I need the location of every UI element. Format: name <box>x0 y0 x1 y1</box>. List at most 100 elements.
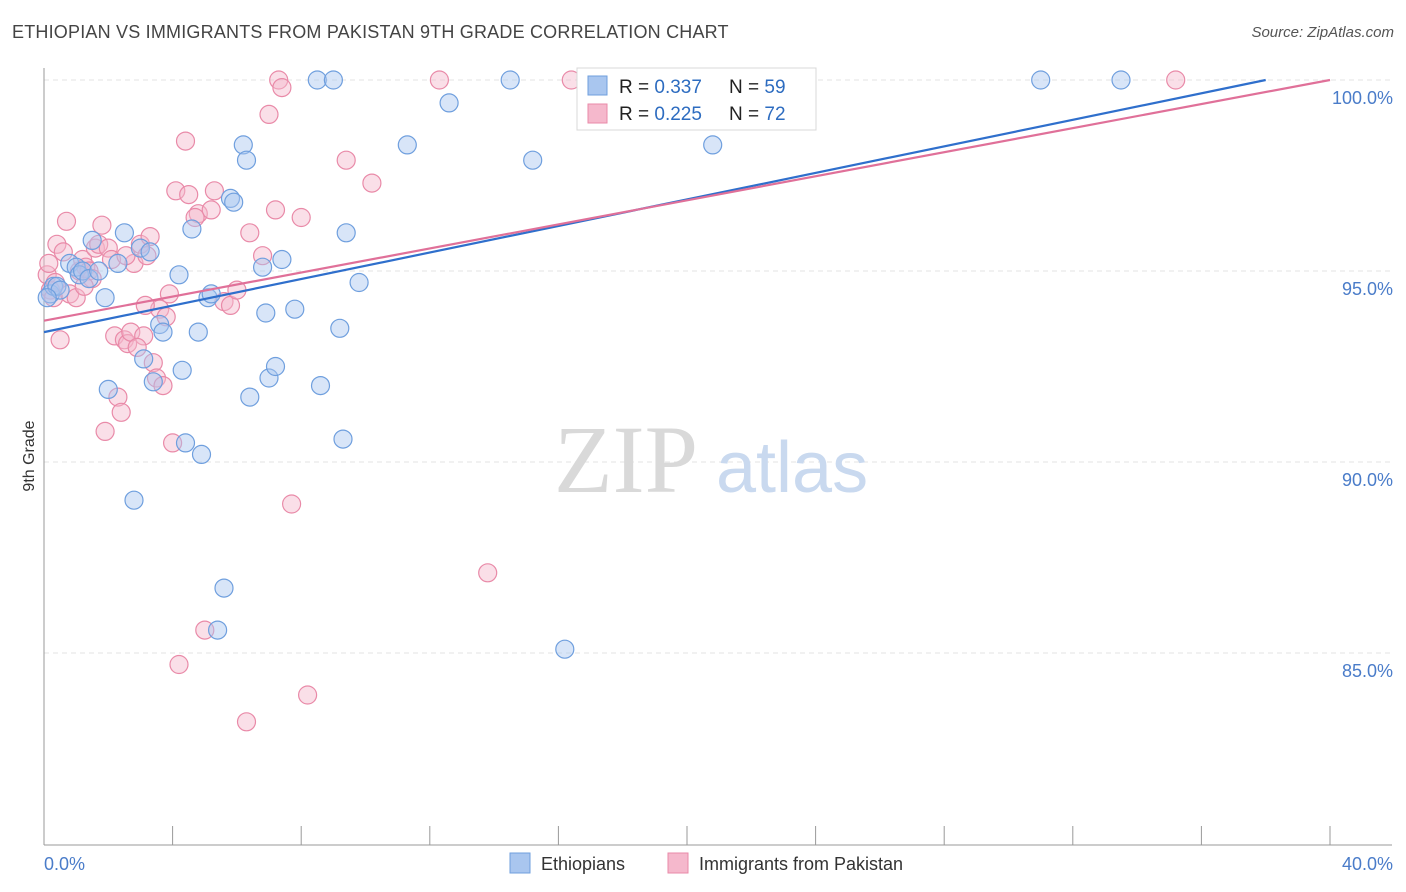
ethiopians-point <box>69 265 90 285</box>
ethiopians-point <box>323 70 343 90</box>
watermark: ZIP atlas <box>554 406 868 513</box>
pakistan-point <box>92 215 112 235</box>
ethiopians-point <box>37 288 57 308</box>
ethiopians-point <box>272 249 292 270</box>
y-tick-label: 100.0% <box>1332 88 1393 108</box>
ethiopians-point <box>191 444 212 464</box>
pakistan-point <box>56 211 77 231</box>
ethiopians-point <box>82 230 102 250</box>
source-note: Source: ZipAtlas.com <box>1251 24 1394 41</box>
ethiopians-point <box>253 257 273 277</box>
stats-row-ethiopians: R = 0.337 <box>619 77 702 98</box>
ethiopians-point <box>153 322 173 342</box>
ethiopians-point <box>114 223 135 243</box>
pakistan-point <box>179 185 199 205</box>
pakistan-point <box>272 77 292 98</box>
stat-r-label: R = <box>619 104 654 125</box>
pakistan-point <box>362 173 382 193</box>
pakistan-point <box>240 223 260 243</box>
pakistan-point <box>127 337 147 357</box>
ethiopians-point <box>307 70 327 90</box>
pakistan-point <box>204 181 224 201</box>
pakistan-point <box>53 242 73 262</box>
ethiopians-point <box>1031 70 1051 90</box>
ethiopians-point <box>330 318 350 338</box>
x-tick-labels: 0.0% 40.0% <box>44 854 1393 874</box>
ethiopians-point <box>336 223 356 243</box>
ethiopians-point <box>95 288 115 308</box>
y-tick-label: 95.0% <box>1342 279 1393 299</box>
pakistan-point <box>175 131 196 151</box>
ethiopians-point <box>220 188 241 208</box>
ethiopians-point <box>130 238 150 258</box>
pakistan-point <box>111 402 131 422</box>
pakistan-point <box>259 104 279 125</box>
ethiopians-point <box>265 356 286 377</box>
stats-row-ethiopians-n: N = 59 <box>729 77 786 98</box>
pakistan-point <box>298 685 318 705</box>
ethiopians-point <box>349 272 369 293</box>
ethiopians-point <box>175 433 196 453</box>
ethiopians-point <box>182 219 202 239</box>
ethiopians-point <box>89 261 109 281</box>
ethiopians-point <box>140 242 160 262</box>
ethiopians-point <box>79 269 99 289</box>
pakistan-point <box>201 200 221 220</box>
pakistan-point <box>336 150 356 170</box>
ethiopians-point <box>703 135 723 155</box>
ethiopians-point <box>555 639 575 659</box>
ethiopians-point <box>1111 70 1131 90</box>
pakistan-point <box>43 288 64 308</box>
legend: Ethiopians Immigrants from Pakistan <box>509 852 903 874</box>
pakistan-point <box>159 284 179 304</box>
stats-row-pakistan-n: N = 72 <box>729 104 786 125</box>
ethiopians-point <box>233 135 253 155</box>
stats-swatch-pakistan <box>587 103 608 124</box>
ethiopians-point <box>259 368 279 388</box>
pakistan-point <box>185 207 205 228</box>
ethiopians-point <box>240 387 260 407</box>
watermark-zip: ZIP <box>554 406 698 513</box>
ethiopians-point <box>224 192 244 212</box>
ethiopians-point <box>98 379 118 399</box>
pakistan-point <box>265 200 286 220</box>
stat-n-label: N = <box>729 77 764 98</box>
stat-r-value: 0.337 <box>654 77 702 98</box>
pakistan-point <box>98 238 118 258</box>
ethiopians-point <box>208 620 228 640</box>
ethiopians-point <box>500 70 520 90</box>
legend-swatch-pakistan <box>667 852 689 874</box>
pakistan-point <box>47 234 67 254</box>
y-tick-label: 90.0% <box>1342 470 1393 490</box>
stat-n-value: 59 <box>764 77 785 98</box>
ethiopians-point <box>108 253 128 273</box>
pakistan-point <box>108 387 128 407</box>
y-axis-label: 9th Grade <box>21 420 38 491</box>
pakistan-trend-line <box>43 78 1331 322</box>
stat-r-value: 0.225 <box>654 104 702 125</box>
pakistan-point <box>143 353 163 373</box>
pakistan-point <box>153 376 173 396</box>
stats-box-frame <box>576 67 817 131</box>
chart-title: ETHIOPIAN VS IMMIGRANTS FROM PAKISTAN 9T… <box>12 22 729 42</box>
ethiopians-point <box>285 299 305 319</box>
x-tick-label: 40.0% <box>1342 854 1393 874</box>
stat-n-value: 72 <box>764 104 785 125</box>
ethiopians-point <box>143 372 163 392</box>
stat-n-label: N = <box>729 104 764 125</box>
pakistan-point <box>117 334 138 354</box>
x-tick-marks <box>43 826 1331 845</box>
pakistan-point <box>429 70 449 90</box>
watermark-atlas: atlas <box>716 428 868 508</box>
pakistan-point <box>39 253 59 273</box>
ethiopians-point <box>333 429 353 449</box>
pakistan-point <box>253 246 273 266</box>
ethiopians-point <box>134 349 154 369</box>
pakistan-point <box>236 712 257 732</box>
pakistan-point <box>169 654 189 675</box>
ethiopians-point <box>439 93 459 113</box>
ethiopians-point <box>397 135 417 155</box>
stats-box: R = 0.337 N = 59 R = 0.225 N = 72 <box>576 67 817 131</box>
legend-swatch-ethiopians <box>509 852 531 874</box>
